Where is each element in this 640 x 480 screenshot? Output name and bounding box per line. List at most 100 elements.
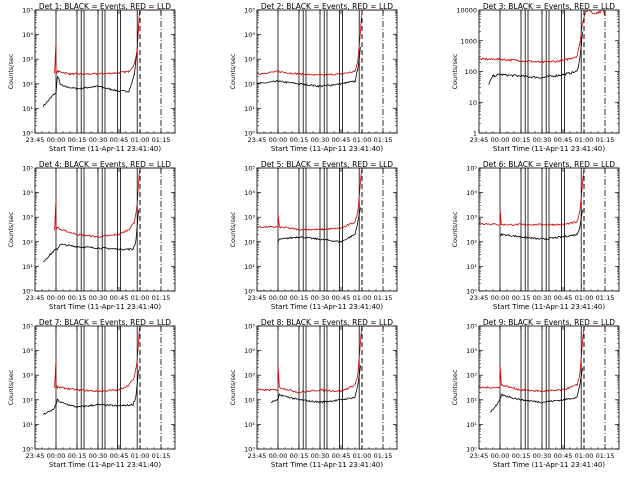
x-axis-title: Start Time (11-Apr-11 23:41:40) — [493, 145, 605, 153]
series-events-line — [489, 367, 583, 413]
x-tick-label: 23:45 — [470, 136, 489, 144]
x-tick-label: 00:00 — [47, 294, 66, 302]
chart-title: Det 8: BLACK = Events, RED = LLD — [261, 318, 393, 327]
series-events-line — [488, 31, 583, 85]
y-tick-label: 1 — [473, 130, 477, 138]
y-tick-label: 10³ — [244, 214, 255, 222]
y-axis-title: Counts/sec — [7, 53, 15, 89]
x-tick-label: 00:15 — [68, 294, 87, 302]
y-tick-label: 10⁵ — [244, 323, 255, 331]
x-tick-label: 01:00 — [575, 452, 594, 460]
y-tick-label: 100 — [465, 68, 477, 76]
y-tick-label: 10³ — [466, 372, 477, 380]
x-tick-label: 00:15 — [512, 294, 531, 302]
y-tick-label: 10² — [466, 396, 477, 404]
x-tick-label: 01:15 — [152, 294, 171, 302]
y-tick-label: 10⁴ — [22, 31, 33, 39]
y-tick-label: 10² — [22, 80, 33, 88]
x-tick-label: 23:45 — [470, 294, 489, 302]
x-tick-label: 00:00 — [47, 452, 66, 460]
x-axis-title: Start Time (11-Apr-11 23:41:40) — [271, 303, 383, 311]
chart-panel-2: 10⁰ 10¹ 10² 10³ 10⁴ 10⁵ 23:45 00:00 00:15 00:30 00… — [229, 2, 398, 153]
x-axis-title: Start Time (11-Apr-11 23:41:40) — [49, 461, 161, 469]
x-tick-label: 00:30 — [89, 452, 108, 460]
x-tick-label: 01:00 — [575, 136, 594, 144]
x-tick-label: 00:45 — [110, 136, 129, 144]
y-axis-title: Counts/sec — [229, 369, 237, 405]
x-tick-label: 00:30 — [89, 294, 108, 302]
series-events-line — [277, 207, 361, 243]
y-tick-label: 10¹ — [22, 105, 33, 113]
x-tick-label: 00:45 — [554, 136, 573, 144]
y-axis-title: Counts/sec — [451, 53, 459, 89]
x-tick-label: 00:00 — [491, 452, 510, 460]
y-tick-label: 10² — [244, 238, 255, 246]
chart-title: Det 9: BLACK = Events, RED = LLD — [483, 318, 615, 327]
series-lld-line — [478, 9, 606, 64]
x-tick-label: 00:15 — [68, 452, 87, 460]
y-axis-title: Counts/sec — [451, 211, 459, 247]
x-tick-label: 00:45 — [110, 452, 129, 460]
x-tick-label: 01:15 — [596, 452, 615, 460]
y-tick-label: 10⁴ — [466, 189, 477, 197]
x-tick-label: 00:15 — [290, 294, 309, 302]
chart-title: Det 5: BLACK = Events, RED = LLD — [261, 160, 393, 169]
x-tick-label: 01:00 — [131, 294, 150, 302]
y-tick-label: 10¹ — [22, 421, 33, 429]
y-tick-label: 10³ — [22, 372, 33, 380]
x-tick-label: 23:45 — [26, 136, 45, 144]
y-axis-title: Counts/sec — [451, 369, 459, 405]
series-lld-line — [54, 167, 161, 238]
series-events-line — [43, 209, 139, 263]
y-tick-label: 10⁵ — [244, 7, 255, 15]
x-tick-label: 01:00 — [353, 136, 372, 144]
series-lld-line — [54, 9, 161, 76]
x-tick-label: 00:15 — [68, 136, 87, 144]
x-tick-label: 23:45 — [470, 452, 489, 460]
x-tick-label: 00:30 — [533, 294, 552, 302]
x-tick-label: 00:45 — [332, 294, 351, 302]
chart-panel-7: 10⁰ 10¹ 10² 10³ 10⁴ 10⁵ 23:45 00:00 00:15 00:30 00… — [7, 318, 176, 469]
x-axis-title: Start Time (11-Apr-11 23:41:40) — [49, 303, 161, 311]
y-tick-label: 10⁵ — [22, 7, 33, 15]
x-tick-label: 01:00 — [131, 452, 150, 460]
chart-panel-8: 10⁰ 10¹ 10² 10³ 10⁴ 10⁵ 23:45 00:00 00:15 00:30 00… — [229, 318, 398, 469]
x-tick-label: 01:15 — [596, 136, 615, 144]
x-tick-label: 23:45 — [248, 452, 267, 460]
y-tick-label: 10⁴ — [22, 189, 33, 197]
x-tick-label: 00:00 — [47, 136, 66, 144]
x-tick-label: 01:00 — [353, 294, 372, 302]
x-tick-label: 00:45 — [332, 136, 351, 144]
x-axis-title: Start Time (11-Apr-11 23:41:40) — [271, 145, 383, 153]
chart-panel-4: 10⁰ 10¹ 10² 10³ 10⁴ 10⁵ 23:45 00:00 00:15 00:30 00… — [7, 160, 176, 311]
series-events-line — [256, 46, 361, 88]
series-events-line — [43, 24, 139, 107]
x-axis-title: Start Time (11-Apr-11 23:41:40) — [271, 461, 383, 469]
y-tick-label: 10³ — [22, 56, 33, 64]
y-tick-label: 10² — [22, 396, 33, 404]
x-tick-label: 00:30 — [533, 452, 552, 460]
y-tick-label: 10 — [469, 99, 477, 107]
y-axis-title: Counts/sec — [229, 211, 237, 247]
x-tick-label: 00:15 — [512, 136, 531, 144]
x-tick-label: 00:45 — [554, 452, 573, 460]
x-tick-label: 00:00 — [491, 294, 510, 302]
chart-panel-6: 10⁰ 10¹ 10² 10³ 10⁴ 10⁵ 23:45 00:00 00:15 00:30 00… — [451, 160, 620, 311]
y-tick-label: 10⁰ — [22, 446, 33, 454]
y-tick-label: 10⁵ — [466, 165, 477, 173]
x-tick-label: 00:45 — [110, 294, 129, 302]
x-tick-label: 23:45 — [248, 136, 267, 144]
y-tick-label: 10000 — [456, 7, 477, 15]
x-tick-label: 00:00 — [491, 136, 510, 144]
y-tick-label: 1000 — [460, 37, 477, 45]
chart-panel-9: 10⁰ 10¹ 10² 10³ 10⁴ 10⁵ 23:45 00:00 00:15 00:30 00… — [451, 318, 620, 469]
x-tick-label: 23:45 — [248, 294, 267, 302]
x-tick-label: 00:15 — [290, 452, 309, 460]
y-tick-label: 10⁰ — [466, 446, 477, 454]
x-axis-title: Start Time (11-Apr-11 23:41:40) — [493, 461, 605, 469]
chart-title: Det 7: BLACK = Events, RED = LLD — [39, 318, 171, 327]
x-tick-label: 01:00 — [575, 294, 594, 302]
y-tick-label: 10¹ — [244, 105, 255, 113]
y-tick-label: 10⁰ — [244, 446, 255, 454]
y-tick-label: 10⁵ — [22, 165, 33, 173]
